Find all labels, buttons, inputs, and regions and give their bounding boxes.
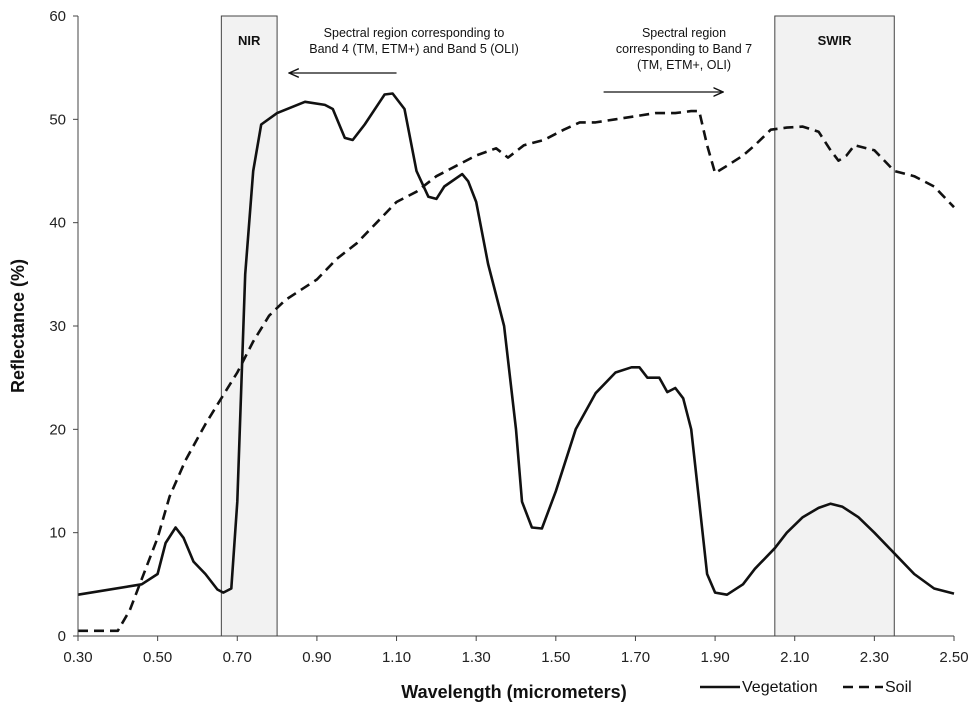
x-tick-label: 1.50	[541, 649, 570, 666]
x-tick-label: 2.30	[860, 649, 889, 666]
annotation-band4-line: Band 4 (TM, ETM+) and Band 5 (OLI)	[309, 42, 518, 56]
axes-layer: 0.30 0.50 0.70 0.90 1.10 1.30 1.50 1.70 1.90 2.10…	[49, 8, 968, 666]
annotation-band4-line: Spectral region corresponding to	[324, 26, 505, 40]
x-tick-label: 0.50	[143, 649, 172, 666]
x-tick-label: 2.50	[939, 649, 968, 666]
annotation-band7-line: Spectral region	[642, 26, 726, 40]
annotation-band7-line: corresponding to Band 7	[616, 42, 752, 56]
x-tick-label: 2.10	[780, 649, 809, 666]
y-tick-label: 40	[49, 215, 66, 232]
x-axis-title: Wavelength (micrometers)	[401, 682, 626, 702]
band-label-swir: SWIR	[818, 33, 853, 48]
annotation-band7-line: (TM, ETM+, OLI)	[637, 58, 731, 72]
x-tick-label: 1.10	[382, 649, 411, 666]
x-tick-label: 1.90	[700, 649, 729, 666]
bands-layer: NIR SWIR	[220, 15, 895, 637]
annotations-layer: Spectral region corresponding to Band 4 (…	[289, 26, 752, 92]
y-tick-label: 0	[58, 628, 66, 645]
y-axis-title: Reflectance (%)	[8, 259, 28, 393]
band-swir	[774, 15, 895, 637]
legend-label-soil: Soil	[885, 679, 912, 696]
series-soil	[78, 109, 955, 633]
band-nir	[220, 15, 278, 637]
y-tick-label: 60	[49, 8, 66, 25]
y-tick-label: 30	[49, 318, 66, 335]
x-tick-label: 0.30	[63, 649, 92, 666]
x-tick-label: 0.90	[302, 649, 331, 666]
band-label-nir: NIR	[238, 33, 261, 48]
x-tick-label: 0.70	[223, 649, 252, 666]
legend: Vegetation Soil	[700, 679, 912, 696]
y-tick-label: 10	[49, 525, 66, 542]
y-tick-label: 50	[49, 111, 66, 128]
y-tick-label: 20	[49, 421, 66, 438]
legend-label-vegetation: Vegetation	[742, 679, 818, 696]
x-tick-label: 1.30	[462, 649, 491, 666]
series-vegetation	[77, 92, 955, 596]
series-layer	[77, 92, 955, 633]
x-tick-label: 1.70	[621, 649, 650, 666]
